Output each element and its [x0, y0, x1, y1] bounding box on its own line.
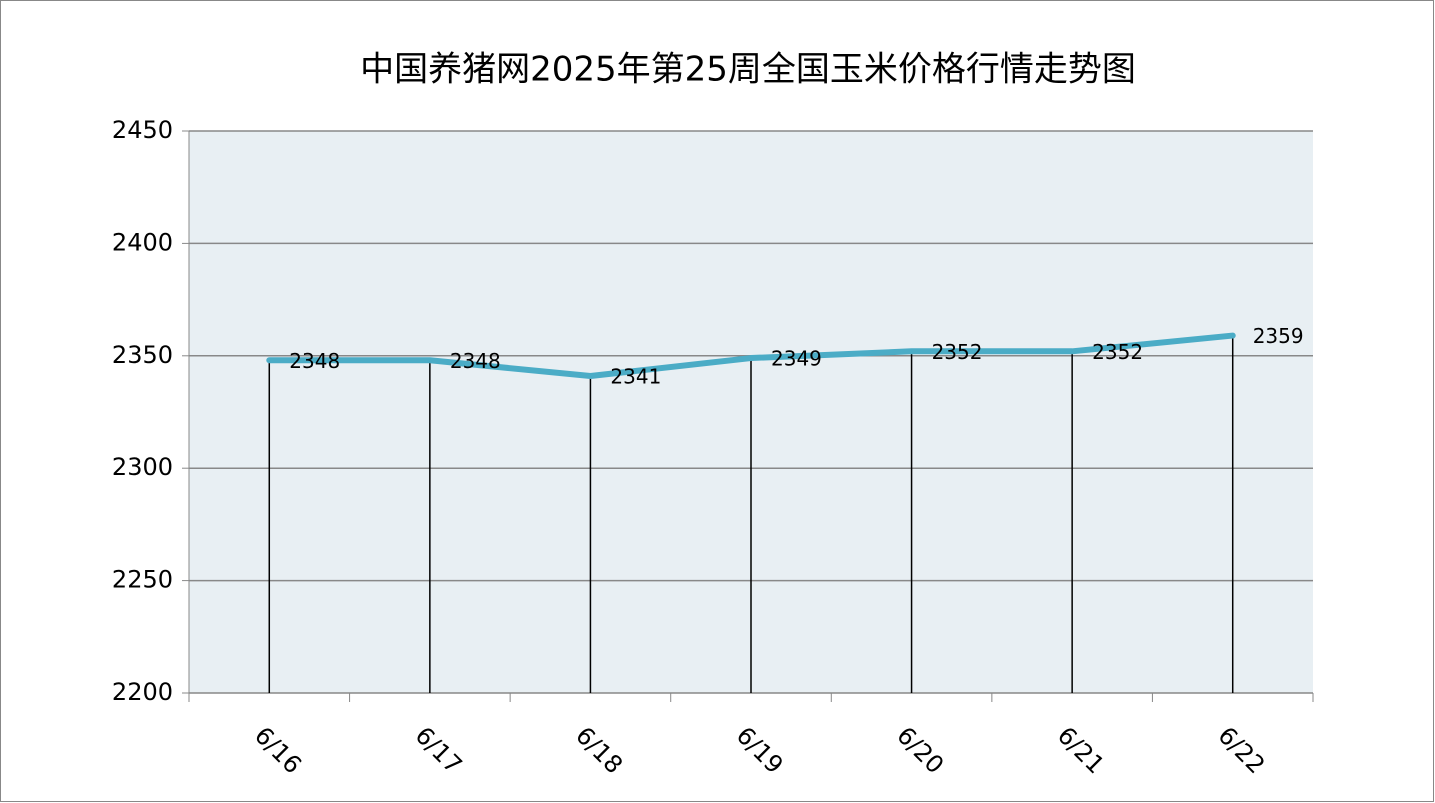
data-label: 2341 — [610, 365, 661, 389]
data-label: 2348 — [450, 349, 501, 373]
data-label: 2349 — [771, 347, 822, 371]
chart-title: 中国养猪网2025年第25周全国玉米价格行情走势图 — [360, 50, 1136, 90]
y-tick-label: 2300 — [112, 453, 173, 481]
data-label: 2352 — [932, 340, 983, 364]
y-tick-label: 2450 — [112, 116, 173, 144]
y-tick-label: 2200 — [112, 678, 173, 706]
data-label: 2348 — [289, 349, 340, 373]
data-label: 2359 — [1253, 324, 1304, 348]
y-tick-label: 2400 — [112, 228, 173, 256]
y-tick-label: 2350 — [112, 341, 173, 369]
series-line — [266, 332, 1236, 380]
y-tick-label: 2250 — [112, 566, 173, 594]
data-label: 2352 — [1092, 340, 1143, 364]
